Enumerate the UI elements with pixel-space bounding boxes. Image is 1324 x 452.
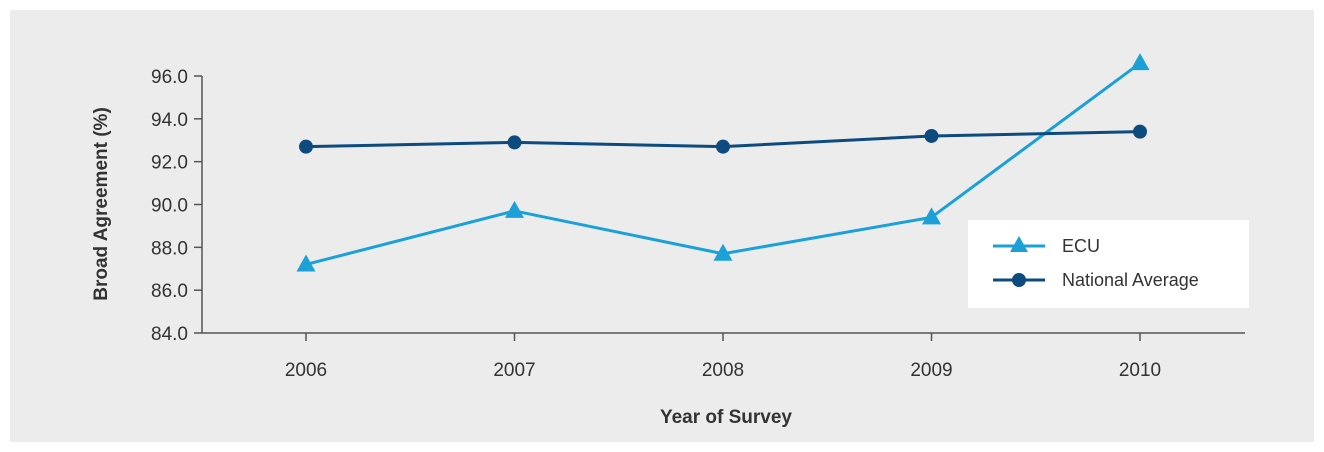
y-tick-label: 88.0 (151, 238, 188, 259)
x-tick-label: 2008 (702, 360, 744, 381)
x-tick-label: 2007 (493, 360, 535, 381)
y-tick-label: 86.0 (151, 281, 188, 302)
x-tick-label: 2006 (285, 360, 327, 381)
data-point-national-average (1133, 124, 1147, 139)
x-tick-label: 2009 (910, 360, 952, 381)
x-ticks: 2006 2007 2008 2009 2010 (285, 333, 1161, 381)
data-point-national-average (924, 128, 939, 143)
y-ticks: 84.0 86.0 88.0 90.0 92.0 94.0 96.0 (151, 67, 202, 345)
legend-label-ecu: ECU (1062, 236, 1100, 256)
data-point-ecu (505, 200, 524, 218)
data-point-ecu (922, 207, 941, 225)
data-point-ecu (296, 254, 316, 272)
x-tick-label: 2010 (1119, 360, 1161, 381)
legend-marker-ecu (1010, 236, 1028, 252)
data-point-national-average (507, 135, 522, 150)
y-tick-label: 96.0 (151, 67, 188, 88)
legend-box (968, 220, 1249, 308)
series-layer (296, 53, 1150, 272)
legend-label-national-average: National Average (1062, 270, 1199, 290)
data-point-ecu (1130, 53, 1150, 71)
y-tick-label: 90.0 (151, 196, 188, 217)
y-tick-label: 92.0 (151, 153, 188, 174)
x-axis-title: Year of Survey (660, 407, 792, 428)
y-tick-label: 94.0 (151, 110, 188, 131)
y-tick-label: 84.0 (151, 324, 188, 345)
legend: ECU National Average (968, 220, 1249, 308)
y-axis-title: Broad Agreement (%) (91, 107, 112, 301)
data-point-ecu (713, 243, 733, 261)
data-point-national-average (299, 139, 313, 154)
legend-marker-national-average (1012, 273, 1026, 287)
data-point-national-average (716, 139, 730, 154)
